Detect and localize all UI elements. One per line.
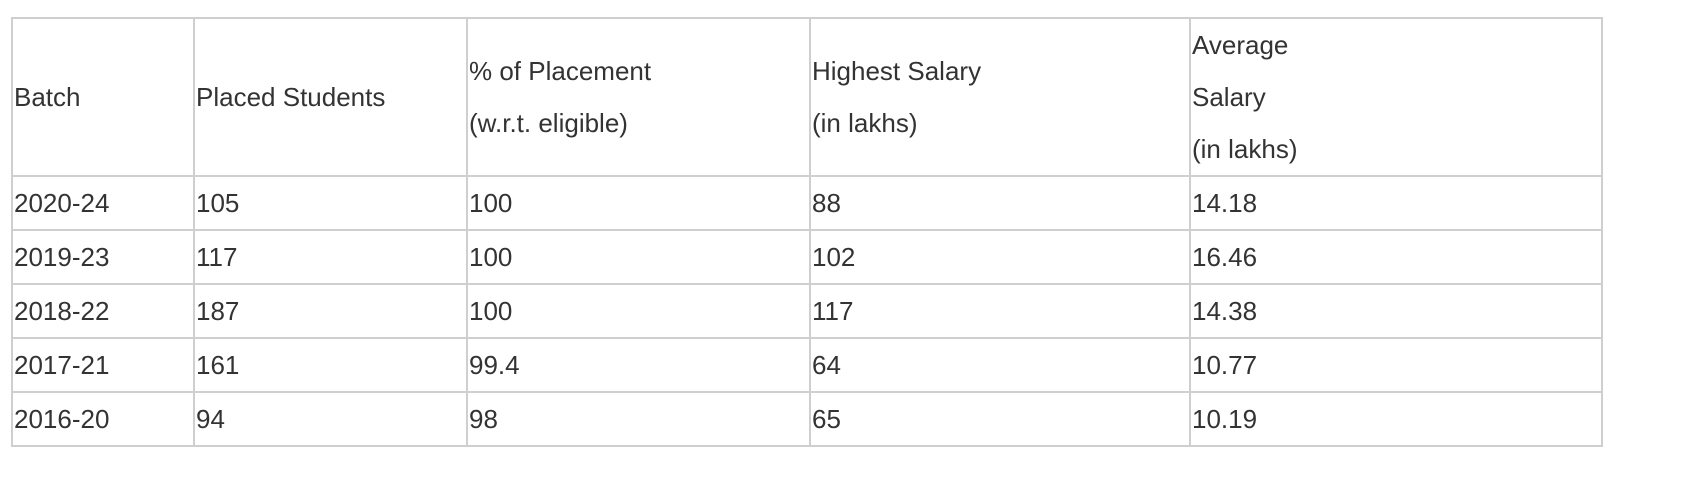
cell-placement-percent: 100	[466, 229, 811, 285]
header-average-salary-line-1: Average	[1192, 30, 1289, 60]
header-average-salary: Average Salary (in lakhs)	[1189, 17, 1603, 177]
cell-placed-students: 105	[193, 175, 468, 231]
cell-batch: 2019-23	[11, 229, 195, 285]
cell-placement-percent: 98	[466, 391, 811, 447]
cell-average-salary: 14.18	[1189, 175, 1603, 231]
header-batch-text: Batch	[14, 82, 81, 112]
header-average-salary-line-3: (in lakhs)	[1192, 134, 1298, 164]
table-header-row: Batch Placed Students % of Placement (w.…	[11, 17, 1603, 177]
cell-placed-students: 117	[193, 229, 468, 285]
cell-batch: 2017-21	[11, 337, 195, 393]
table-row: 2016-20 94 98 65 10.19	[11, 391, 1603, 447]
cell-average-salary: 10.19	[1189, 391, 1603, 447]
cell-placed-students: 187	[193, 283, 468, 339]
cell-placement-percent: 100	[466, 283, 811, 339]
cell-placed-students: 161	[193, 337, 468, 393]
table-row: 2017-21 161 99.4 64 10.77	[11, 337, 1603, 393]
table-row: 2018-22 187 100 117 14.38	[11, 283, 1603, 339]
placement-statistics-table: Batch Placed Students % of Placement (w.…	[11, 17, 1603, 447]
header-batch: Batch	[11, 17, 195, 177]
cell-placement-percent: 100	[466, 175, 811, 231]
header-placement-percent-line-2: (w.r.t. eligible)	[469, 108, 628, 138]
cell-highest-salary: 117	[809, 283, 1191, 339]
table-row: 2020-24 105 100 88 14.18	[11, 175, 1603, 231]
table-row: 2019-23 117 100 102 16.46	[11, 229, 1603, 285]
header-placement-percent: % of Placement (w.r.t. eligible)	[466, 17, 811, 177]
header-placed-students-text: Placed Students	[196, 82, 386, 112]
header-average-salary-line-2: Salary	[1192, 82, 1266, 112]
cell-average-salary: 10.77	[1189, 337, 1603, 393]
header-highest-salary-line-2: (in lakhs)	[812, 108, 918, 138]
cell-highest-salary: 65	[809, 391, 1191, 447]
cell-highest-salary: 64	[809, 337, 1191, 393]
header-highest-salary: Highest Salary (in lakhs)	[809, 17, 1191, 177]
cell-batch: 2020-24	[11, 175, 195, 231]
header-placed-students: Placed Students	[193, 17, 468, 177]
header-placement-percent-line-1: % of Placement	[469, 56, 652, 86]
cell-average-salary: 16.46	[1189, 229, 1603, 285]
cell-batch: 2018-22	[11, 283, 195, 339]
cell-batch: 2016-20	[11, 391, 195, 447]
cell-highest-salary: 88	[809, 175, 1191, 231]
cell-placed-students: 94	[193, 391, 468, 447]
cell-placement-percent: 99.4	[466, 337, 811, 393]
header-highest-salary-line-1: Highest Salary	[812, 56, 982, 86]
cell-average-salary: 14.38	[1189, 283, 1603, 339]
cell-highest-salary: 102	[809, 229, 1191, 285]
